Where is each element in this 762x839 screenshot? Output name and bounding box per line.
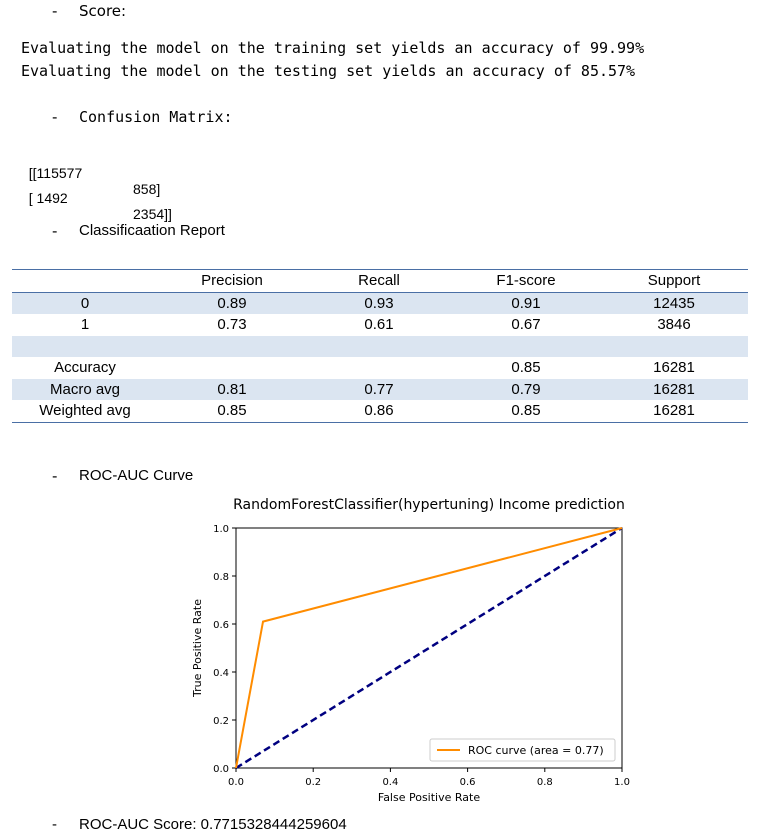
series-lines [235, 526, 623, 770]
x-tick-label: 0.8 [537, 777, 553, 788]
legend-box [429, 738, 616, 762]
report-heading: Classificaation Report [79, 222, 225, 239]
table-cell [158, 357, 306, 379]
table-row: Weighted avg 0.85 0.86 0.85 16281 [12, 400, 748, 422]
x-tick-label: 1.0 [614, 777, 630, 788]
classification-report-table: Precision Recall F1-score Support 0 0.89 0… [12, 269, 748, 423]
x-tick-label: 0.0 [228, 777, 244, 788]
bullet-dash: - [52, 816, 57, 833]
legend-label: ROC curve (area = 0.77) [468, 744, 604, 757]
confusion-row-1: [[115577 858] [21, 149, 160, 197]
column-header [12, 269, 158, 293]
matrix-cell: 858] [133, 181, 161, 197]
plot-frame [235, 527, 623, 769]
score-heading: Score: [79, 2, 127, 20]
roc-auc-score: ROC-AUC Score: 0.7715328444259604 [79, 816, 347, 833]
table-cell: 0.77 [306, 378, 452, 400]
bullet-dash: - [52, 467, 58, 485]
table-cell: 0.93 [306, 292, 452, 314]
table-cell: Accuracy [54, 359, 116, 377]
table-cell: 0.67 [511, 316, 541, 334]
bullet-dash: - [52, 2, 58, 20]
y-tick-label: 0.0 [213, 764, 229, 775]
table-cell [306, 335, 452, 357]
table-cell: 0.85 [511, 402, 541, 420]
table-cell [306, 357, 452, 379]
table-cell: 0.79 [452, 378, 600, 400]
x-tick-label: 0.6 [460, 777, 476, 788]
chart-title: RandomForestClassifier(hypertuning) Inco… [233, 497, 625, 513]
table-cell [600, 335, 748, 357]
table-cell: 0 [12, 292, 158, 314]
table-cell: 0.91 [452, 292, 600, 314]
x-tick-label: 0.4 [382, 777, 398, 788]
roc-heading: ROC-AUC Curve [79, 467, 194, 484]
table-cell: 0.73 [217, 316, 247, 334]
table-row: 0 0.89 0.93 0.91 12435 [12, 292, 748, 314]
table-cell: 1 [80, 316, 90, 334]
y-axis-label: True Positive Rate [191, 599, 204, 698]
axis-ticks: 0.0 0.2 0.4 0.6 0.8 1.0 0.0 0.2 0.4 0.6 0.8 1.0 [213, 524, 630, 788]
table-cell: 12435 [600, 292, 748, 314]
training-accuracy-line: Evaluating the model on the training set… [21, 39, 645, 57]
y-tick-label: 0.6 [213, 620, 229, 631]
table-row [12, 335, 748, 357]
column-header: F1-score [452, 269, 600, 293]
table-cell [158, 335, 306, 357]
bullet-dash: - [52, 108, 58, 126]
y-tick-label: 0.2 [213, 716, 229, 727]
y-tick-label: 1.0 [213, 524, 229, 535]
table-cell: 16281 [600, 378, 748, 400]
table-cell: 0.86 [364, 402, 394, 420]
bullet-dash: - [52, 222, 58, 240]
table-cell: 16281 [653, 402, 695, 420]
confusion-row-2: [ 1492 2354]] [21, 174, 172, 222]
testing-accuracy-line: Evaluating the model on the testing set … [21, 62, 636, 80]
column-header: Precision [158, 269, 306, 293]
y-tick-label: 0.8 [213, 572, 229, 583]
confusion-heading: Confusion Matrix: [79, 108, 233, 126]
column-header: Support [600, 269, 748, 293]
table-cell: 0.85 [511, 359, 541, 377]
chance-diagonal-line [235, 526, 623, 770]
table-header-row: Precision Recall F1-score Support [12, 269, 748, 293]
table-row: Macro avg 0.81 0.77 0.79 16281 [12, 378, 748, 400]
table-cell [452, 335, 600, 357]
y-tick-label: 0.4 [213, 668, 229, 679]
roc-auc-chart: RandomForestClassifier(hypertuning) Inco… [191, 497, 630, 804]
table-cell: Weighted avg [39, 402, 131, 420]
x-axis-label: False Positive Rate [378, 791, 480, 804]
table-cell: 0.81 [158, 378, 306, 400]
column-header: Recall [306, 269, 452, 293]
roc-score-row: - ROC-AUC Score: 0.7715328444259604 [52, 816, 347, 833]
table-cell: 0.61 [364, 316, 394, 334]
legend: ROC curve (area = 0.77) [429, 738, 616, 762]
table-cell [12, 335, 158, 357]
matrix-cell: [ 1492 [28, 190, 68, 206]
table-cell: 0.85 [217, 402, 247, 420]
matrix-cell: 2354]] [133, 206, 172, 222]
x-tick-label: 0.2 [305, 777, 321, 788]
table-cell: 0.89 [158, 292, 306, 314]
table-cell: 16281 [653, 359, 695, 377]
table-row: Accuracy 0.85 16281 [12, 357, 748, 379]
matrix-cell: [[115577 [28, 165, 83, 181]
table-cell: Macro avg [12, 378, 158, 400]
table-row: 1 0.73 0.61 0.67 3846 [12, 314, 748, 336]
table-cell: 3846 [657, 316, 691, 334]
roc-curve-line [235, 527, 623, 769]
